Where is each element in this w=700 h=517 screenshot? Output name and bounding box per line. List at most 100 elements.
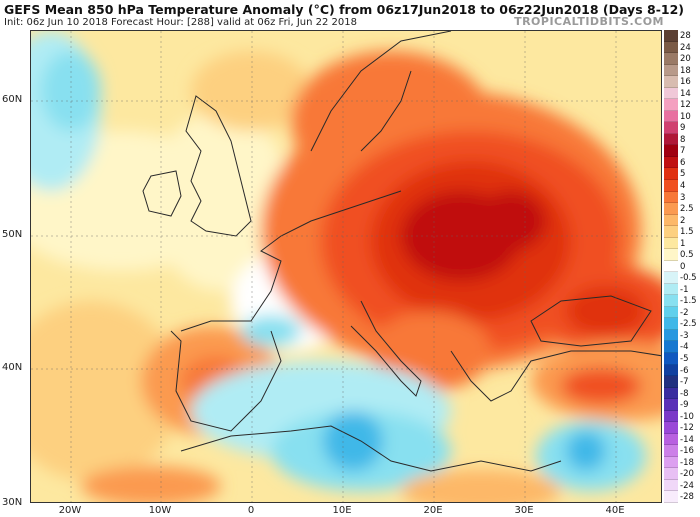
colorbar-swatch (664, 64, 678, 77)
map-subtitle: Init: 06z Jun 10 2018 Forecast Hour: [28… (4, 17, 357, 28)
colorbar-swatch (664, 445, 678, 457)
colorbar-label: 24 (680, 42, 691, 53)
colorbar-step: -1 (664, 283, 700, 296)
colorbar-step: 2 (664, 214, 700, 227)
anomaly-map (30, 30, 662, 503)
colorbar-label: -2.5 (680, 319, 697, 330)
lon-label: 40E (605, 505, 625, 516)
colorbar-label: -16 (680, 446, 694, 457)
colorbar-step: -4 (664, 341, 700, 354)
colorbar-step: -2.5 (664, 318, 700, 330)
colorbar-label: 10 (680, 111, 691, 122)
lon-label: 20E (423, 505, 443, 516)
colorbar-label: -20 (680, 469, 694, 480)
colorbar-label: -6 (680, 365, 689, 376)
brand-label[interactable]: TROPICALTIDBITS.COM (514, 15, 664, 28)
colorbar-step: 14 (664, 87, 700, 100)
colorbar-step: 5 (664, 168, 700, 180)
colorbar-label: -4 (680, 342, 689, 353)
lat-label: 60N (2, 94, 23, 105)
colorbar-step: 18 (664, 64, 700, 77)
colorbar-label: -28 (680, 492, 694, 503)
colorbar-label: 6 (680, 157, 686, 168)
lon-label: 20W (58, 505, 82, 516)
colorbar-label: -18 (680, 457, 694, 468)
colorbar-label: 2 (680, 215, 686, 226)
colorbar-swatch (664, 341, 678, 354)
colorbar-swatch (664, 260, 678, 273)
colorbar-step: 7 (664, 145, 700, 157)
colorbar-swatch (664, 456, 678, 469)
colorbar-label: 16 (680, 77, 691, 88)
colorbar-step: -9 (664, 399, 700, 411)
colorbar-swatch (664, 99, 678, 111)
colorbar-step: -14 (664, 433, 700, 446)
colorbar-label: 9 (680, 123, 686, 134)
colorbar-step: -10 (664, 410, 700, 423)
colorbar-label: -14 (680, 434, 694, 445)
colorbar-step: 20 (664, 53, 700, 65)
colorbar-label: 1 (680, 238, 686, 249)
colorbar-swatch (664, 249, 678, 261)
colorbar-label: -5 (680, 354, 689, 365)
colorbar-label: -3 (680, 330, 689, 341)
colorbar-swatch (664, 329, 678, 342)
colorbar-step: -20 (664, 468, 700, 480)
colorbar-swatch (664, 179, 678, 192)
colorbar-step: 2.5 (664, 203, 700, 215)
colorbar-swatch (664, 387, 678, 400)
colorbar-swatch (664, 237, 678, 250)
colorbar-step: -7 (664, 376, 700, 388)
colorbar-label: 7 (680, 146, 686, 157)
colorbar-label: -9 (680, 400, 689, 411)
colorbar-swatch (664, 41, 678, 54)
colorbar-step: 12 (664, 99, 700, 111)
colorbar-swatch (664, 272, 678, 284)
colorbar-swatch (664, 191, 678, 204)
colorbar-step: 24 (664, 41, 700, 54)
colorbar-step: -24 (664, 479, 700, 492)
lon-label: 0 (247, 505, 255, 516)
lon-label: 10E (332, 505, 352, 516)
lat-label: 50N (2, 229, 23, 240)
lat-label: 30N (2, 497, 23, 508)
colorbar-step: -28 (664, 491, 700, 503)
colorbar-label: 2.5 (680, 204, 694, 215)
colorbar-swatch (664, 318, 678, 330)
colorbar-label: 20 (680, 54, 691, 65)
colorbar-step: -6 (664, 364, 700, 377)
colorbar-step: -3 (664, 329, 700, 342)
colorbar-swatch (664, 122, 678, 134)
colorbar-swatch (664, 156, 678, 169)
colorbar-step: -5 (664, 353, 700, 365)
colorbar-step: 1.5 (664, 226, 700, 238)
anomaly-field (31, 31, 661, 502)
colorbar-step: -2 (664, 306, 700, 319)
colorbar-step: 8 (664, 133, 700, 146)
colorbar-step: 9 (664, 122, 700, 134)
colorbar-swatch (664, 226, 678, 238)
colorbar-swatch (664, 30, 678, 42)
lat-label: 40N (2, 362, 23, 373)
colorbar-step: -16 (664, 445, 700, 457)
colorbar-swatch (664, 479, 678, 492)
colorbar-step: 0.5 (664, 249, 700, 261)
colorbar-step: 0 (664, 260, 700, 273)
colorbar-step: -18 (664, 456, 700, 469)
colorbar-label: -12 (680, 423, 694, 434)
colorbar-label: -1 (680, 284, 689, 295)
colorbar-swatch (664, 410, 678, 423)
colorbar-label: 3 (680, 192, 686, 203)
colorbar-label: -1.5 (680, 296, 697, 307)
colorbar-swatch (664, 214, 678, 227)
colorbar-label: 8 (680, 134, 686, 145)
colorbar-swatch (664, 145, 678, 157)
colorbar-swatch (664, 87, 678, 100)
colorbar-swatch (664, 433, 678, 446)
colorbar-label: 28 (680, 31, 691, 41)
colorbar-label: -0.5 (680, 273, 697, 284)
colorbar-swatch (664, 306, 678, 319)
colorbar-step: -1.5 (664, 295, 700, 307)
colorbar-label: -8 (680, 388, 689, 399)
colorbar-step: 4 (664, 179, 700, 192)
